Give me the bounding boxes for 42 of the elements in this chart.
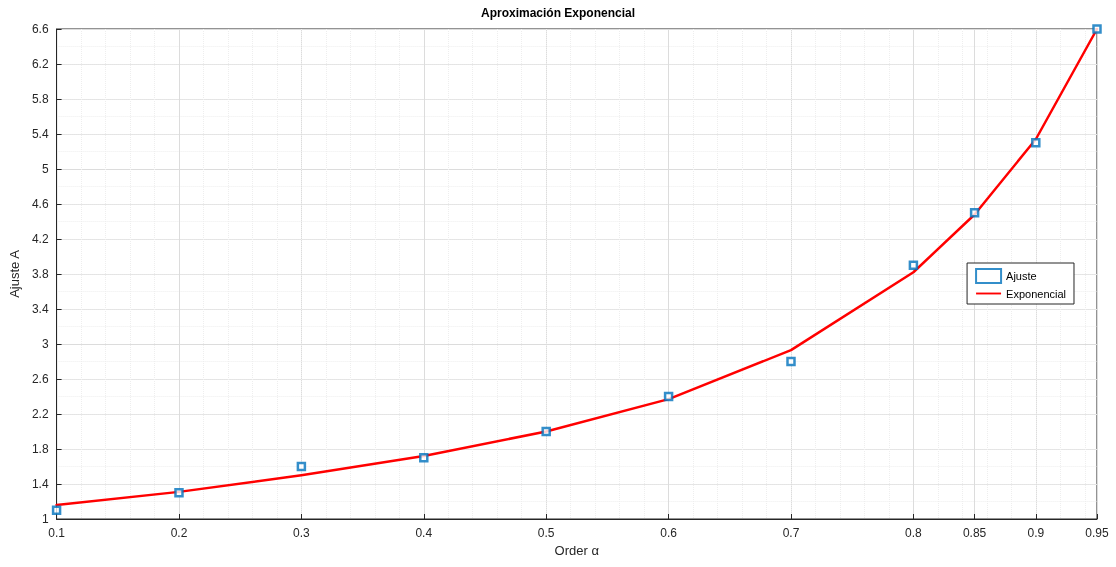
y-tick-label: 3.4 [31, 302, 49, 316]
y-tick-label: 3.8 [31, 267, 49, 281]
y-tick-label: 1 [41, 512, 49, 526]
point [663, 391, 674, 402]
x-tick-label: 0.3 [293, 526, 311, 540]
x-tick-label: 0.2 [170, 526, 188, 540]
chart-title: Aproximación Exponencial [480, 6, 636, 20]
y-tick-label: 6.2 [31, 57, 49, 71]
y-tick-label: 2.6 [31, 372, 49, 386]
point [541, 426, 551, 437]
y-tick-label: 3 [41, 337, 49, 351]
y-tick-label: 5 [41, 162, 49, 176]
point [296, 461, 307, 472]
x-axis-title: Order α [554, 542, 600, 558]
y-tick-label: 1.8 [31, 442, 49, 456]
y-tick-label: 1.4 [31, 477, 49, 491]
y-tick-label: 4.6 [31, 197, 49, 211]
y-tick-label: 6.6 [31, 22, 49, 36]
y-tick-label: 5.8 [31, 92, 49, 106]
point [419, 453, 429, 463]
y-axis-title: Ajuste A [7, 249, 22, 298]
x-tick-label: 0.7 [782, 526, 800, 540]
legend-label: Exponencial [1006, 287, 1067, 300]
legend-label: Ajuste [1006, 270, 1037, 282]
x-tick-label: 0.1 [48, 526, 66, 540]
x-tick-label: 0.4 [415, 526, 433, 540]
y-tick-label: 4.2 [31, 232, 49, 246]
y-tick-label: 5.4 [31, 127, 49, 141]
point [51, 505, 62, 515]
point [174, 488, 184, 498]
x-tick-label: 0.6 [660, 526, 678, 540]
point [908, 260, 919, 270]
y-tick-label: 2.2 [31, 407, 49, 421]
x-tick-label: 0.8 [905, 526, 923, 540]
point [969, 208, 980, 218]
x-tick-label: 0.95 [1085, 526, 1109, 540]
point [1092, 24, 1102, 34]
point [1031, 138, 1041, 148]
x-tick-label: 0.9 [1027, 526, 1045, 540]
point [786, 356, 796, 367]
x-tick-label: 0.5 [537, 526, 555, 540]
x-tick-label: 0.85 [962, 526, 987, 540]
